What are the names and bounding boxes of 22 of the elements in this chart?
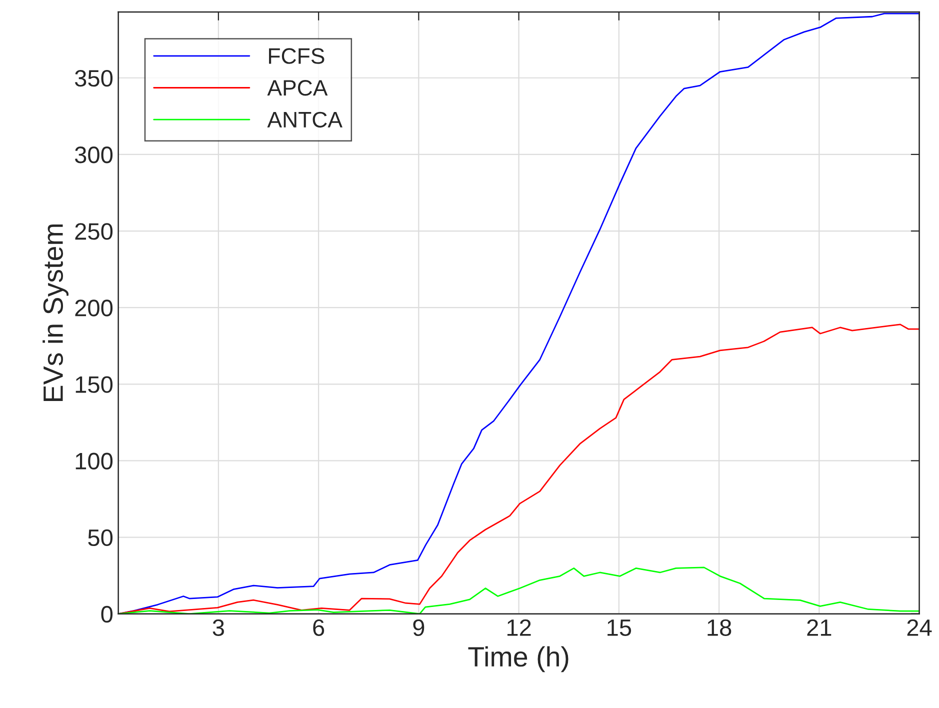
y-tick-label: 50 [88,529,113,546]
x-tick-label: 24 [907,619,932,636]
x-tick-label: 9 [413,619,424,636]
legend-label: FCFS [269,48,324,64]
x-axis-title: Time (h) [468,646,568,672]
x-tick-label: 21 [807,619,832,636]
y-tick-label: 200 [75,300,113,316]
x-tick-label: 15 [608,620,632,636]
legend-label: ANTCA [267,112,342,128]
y-tick-label: 100 [76,452,113,470]
x-tick-label: 12 [507,619,531,636]
x-tick-label: 6 [313,619,324,636]
x-tick-label: 3 [212,619,224,636]
x-tick-label: 18 [708,619,732,636]
y-tick-label: 250 [75,223,113,240]
y-tick-label: 300 [74,146,113,164]
y-tick-label: 350 [74,70,113,87]
y-tick-label: 0 [101,606,113,623]
y-axis-title: EVs in System [42,224,69,401]
legend-label: APCA [267,80,328,96]
y-tick-label: 150 [76,376,113,393]
line-series [118,12,920,614]
